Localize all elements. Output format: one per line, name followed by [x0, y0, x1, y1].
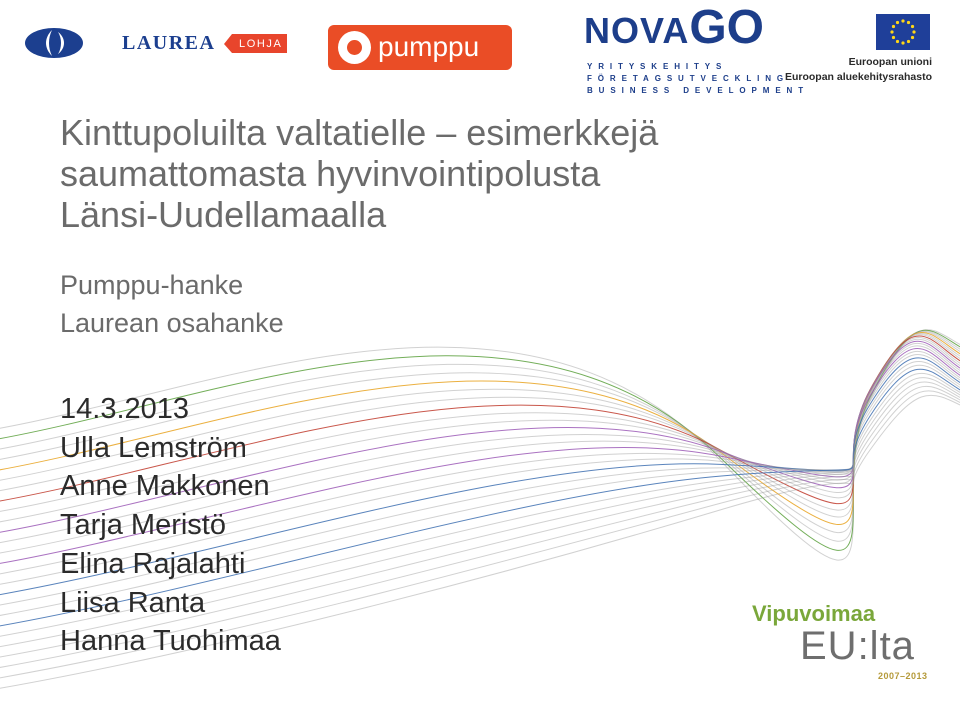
eu-star-icon: [906, 39, 911, 44]
wave-line: [0, 329, 960, 561]
vipuvoimaa-eulta-logo: Vipuvoimaa EU:lta 2007–2013: [752, 600, 938, 684]
wave-line: [0, 343, 960, 544]
wave-line: [0, 345, 960, 554]
eu-label-union: Euroopan unioni: [848, 56, 932, 68]
wave-line: [0, 330, 960, 542]
eu-star-icon: [910, 24, 915, 29]
pumppu-logo: pumppu: [328, 25, 512, 70]
eu-star-icon: [901, 19, 905, 23]
title-line-2: saumattomasta hyvinvointipolusta: [60, 153, 601, 194]
wave-line: [0, 390, 960, 679]
novago-tagline: YRITYSKEHITYS FÖRETAGSUTVECKLING BUSINES…: [587, 62, 810, 95]
eu-star-icon: [912, 30, 916, 34]
author-name: Hanna Tuohimaa: [60, 625, 281, 658]
eu-star-icon: [891, 24, 896, 29]
author-name: Tarja Meristö: [60, 509, 226, 542]
vipuvoimaa-label: Vipuvoimaa: [752, 601, 876, 626]
title-line-3: Länsi-Uudellamaalla: [60, 194, 387, 235]
wave-line: [0, 331, 960, 526]
author-name: Anne Makkonen: [60, 470, 270, 503]
date-and-authors: 14.3.2013 Ulla Lemström Anne Makkonen Ta…: [60, 390, 281, 661]
author-name: Liisa Ranta: [60, 586, 206, 619]
subtitle-subproject: Laurean osahanke: [60, 308, 284, 338]
wave-line: [0, 364, 960, 616]
pumppu-wordmark: pumppu: [378, 31, 480, 62]
pumppu-circle-icon: [338, 31, 371, 64]
slide-subtitle: Pumppu-hanke Laurean osahanke: [60, 266, 284, 342]
eu-logo: Euroopan unioni Euroopan aluekehitysraha…: [785, 14, 932, 86]
eu-star-icon: [895, 39, 900, 44]
lohja-tag: LOHJA: [223, 34, 288, 53]
wave-line: [0, 385, 960, 668]
author-name: Elina Rajalahti: [60, 547, 246, 580]
slide-title: Kinttupoluilta valtatielle – esimerkkejä…: [60, 112, 860, 235]
wave-line: [0, 338, 960, 523]
eu-star-icon: [895, 20, 900, 25]
eu-star-icon: [910, 35, 915, 40]
wave-line: [0, 368, 960, 627]
subtitle-project: Pumppu-hanke: [60, 270, 244, 300]
eulta-label: EU:lta: [800, 624, 915, 668]
author-name: Ulla Lemström: [60, 431, 247, 464]
laurea-wordmark: LAUREA: [122, 32, 216, 54]
program-years: 2007–2013: [878, 671, 928, 681]
wave-line: [0, 394, 960, 689]
eu-star-icon: [906, 20, 911, 25]
wave-line: [0, 377, 960, 648]
wave-line: [0, 337, 960, 512]
eu-label-fund: Euroopan aluekehitysrahasto: [784, 71, 932, 83]
laurea-logo: LAUREA LOHJA: [24, 24, 288, 64]
laurea-emblem-icon: [25, 28, 83, 58]
wave-line: [0, 372, 960, 637]
eu-star-icon: [890, 30, 894, 34]
novago-logo: NOVAGO YRITYSKEHITYS FÖRETAGSUTVECKLING …: [584, 4, 803, 96]
eu-star-icon: [901, 41, 905, 45]
slide-date: 14.3.2013: [60, 393, 190, 425]
wave-line: [0, 340, 960, 533]
wave-line: [0, 357, 960, 596]
novago-wordmark: NOVAGO: [584, 1, 765, 54]
wave-line: [0, 350, 960, 575]
eu-star-icon: [891, 35, 896, 40]
wave-line: [0, 334, 960, 511]
wave-line: [0, 381, 960, 658]
eu-flag-icon: [876, 14, 930, 50]
wave-line: [0, 332, 960, 518]
wave-line: [0, 360, 960, 606]
wave-line: [0, 335, 960, 505]
title-line-1: Kinttupoluilta valtatielle – esimerkkejä: [60, 112, 659, 153]
